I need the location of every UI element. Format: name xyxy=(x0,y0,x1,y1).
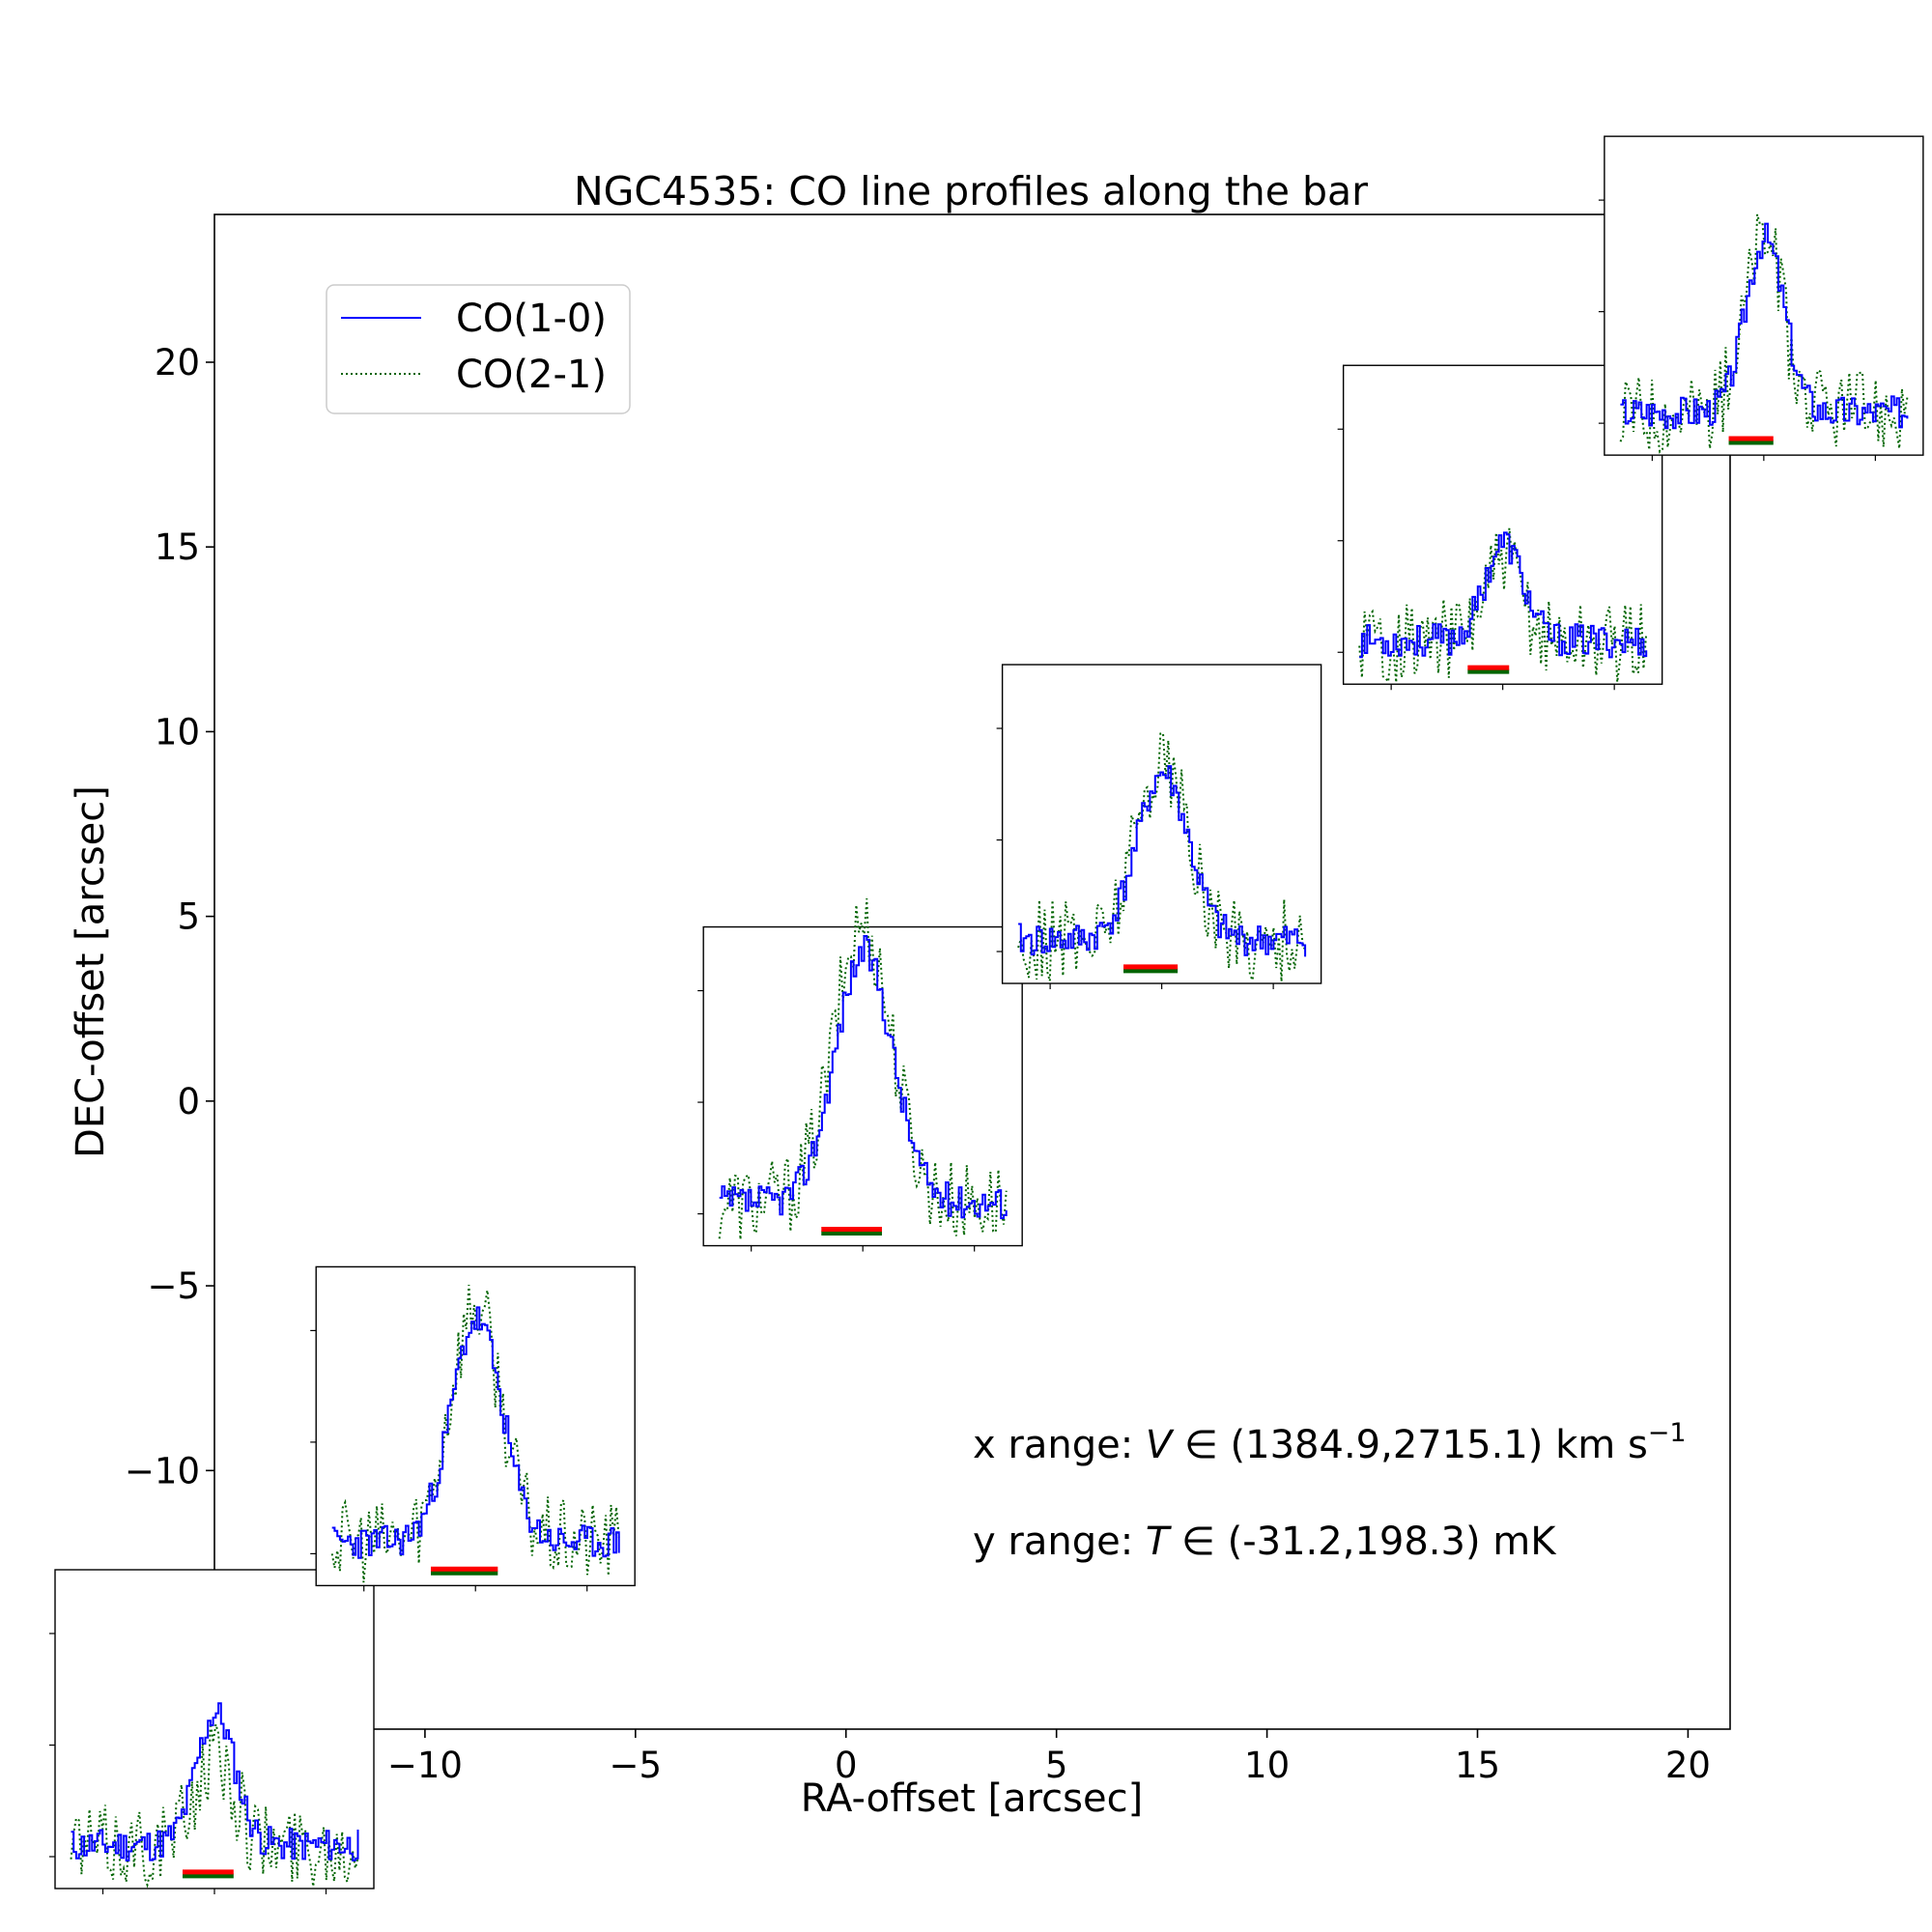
x-tick-label: 15 xyxy=(1455,1745,1500,1786)
inset-frame xyxy=(1001,664,1322,984)
chart-title: NGC4535: CO line profiles along the bar xyxy=(574,168,1368,214)
co10-spectrum-line xyxy=(1620,222,1909,430)
y-axis-title: DEC-offset [arcsec] xyxy=(69,785,113,1158)
y-tick-label: 15 xyxy=(155,526,200,568)
x-range-annotation: x range: V ∈ (1384.9,2715.1) km s−1 xyxy=(973,1418,1687,1467)
y-tick-label: 20 xyxy=(155,342,200,384)
co10-spectrum-line xyxy=(331,1306,620,1559)
x-tick-label: 10 xyxy=(1244,1745,1290,1786)
co10-spectrum-line xyxy=(1359,531,1648,659)
co21-spectrum-line xyxy=(1619,213,1909,454)
x-tick-label: 5 xyxy=(1045,1745,1068,1786)
legend: CO(1-0) CO(2-1) xyxy=(326,284,631,414)
x-tick-label: −10 xyxy=(387,1745,463,1786)
inset-spectrum-4 xyxy=(996,664,1322,990)
inset-frame xyxy=(1604,135,1924,456)
x-tick-label: 20 xyxy=(1665,1745,1711,1786)
inset-spectrum-2 xyxy=(310,1265,636,1592)
y-tick-label: 0 xyxy=(177,1081,200,1122)
x-axis-ticks: −10 −5 0 5 10 15 20 xyxy=(387,1729,1711,1786)
main-axes-frame xyxy=(213,213,1731,1730)
co10-spectrum-line xyxy=(1018,765,1307,957)
legend-co10-label: CO(1-0) xyxy=(456,297,607,341)
x-tick-label: −5 xyxy=(610,1745,663,1786)
y-axis-ticks: −10 −5 0 5 10 15 20 xyxy=(125,342,214,1492)
inset-spectrum-3 xyxy=(697,898,1023,1252)
y-tick-label: 10 xyxy=(155,711,200,753)
legend-co21-label: CO(2-1) xyxy=(456,353,607,397)
inset-spectrum-1 xyxy=(49,1569,375,1894)
y-range-annotation: y range: T ∈ (-31.2,198.3) mK xyxy=(973,1520,1557,1564)
co10-spectrum-line xyxy=(719,935,1008,1220)
inset-spectra xyxy=(49,135,1924,1894)
x-axis-title: RA-offset [arcsec] xyxy=(801,1776,1143,1821)
y-tick-label: 5 xyxy=(177,896,200,938)
co21-spectrum-line xyxy=(1358,527,1648,685)
y-tick-label: −10 xyxy=(125,1450,200,1492)
co10-spectrum-line xyxy=(71,1702,359,1861)
y-tick-label: −5 xyxy=(147,1265,200,1307)
x-tick-label: 0 xyxy=(835,1745,858,1786)
inset-spectrum-6 xyxy=(1598,135,1924,462)
